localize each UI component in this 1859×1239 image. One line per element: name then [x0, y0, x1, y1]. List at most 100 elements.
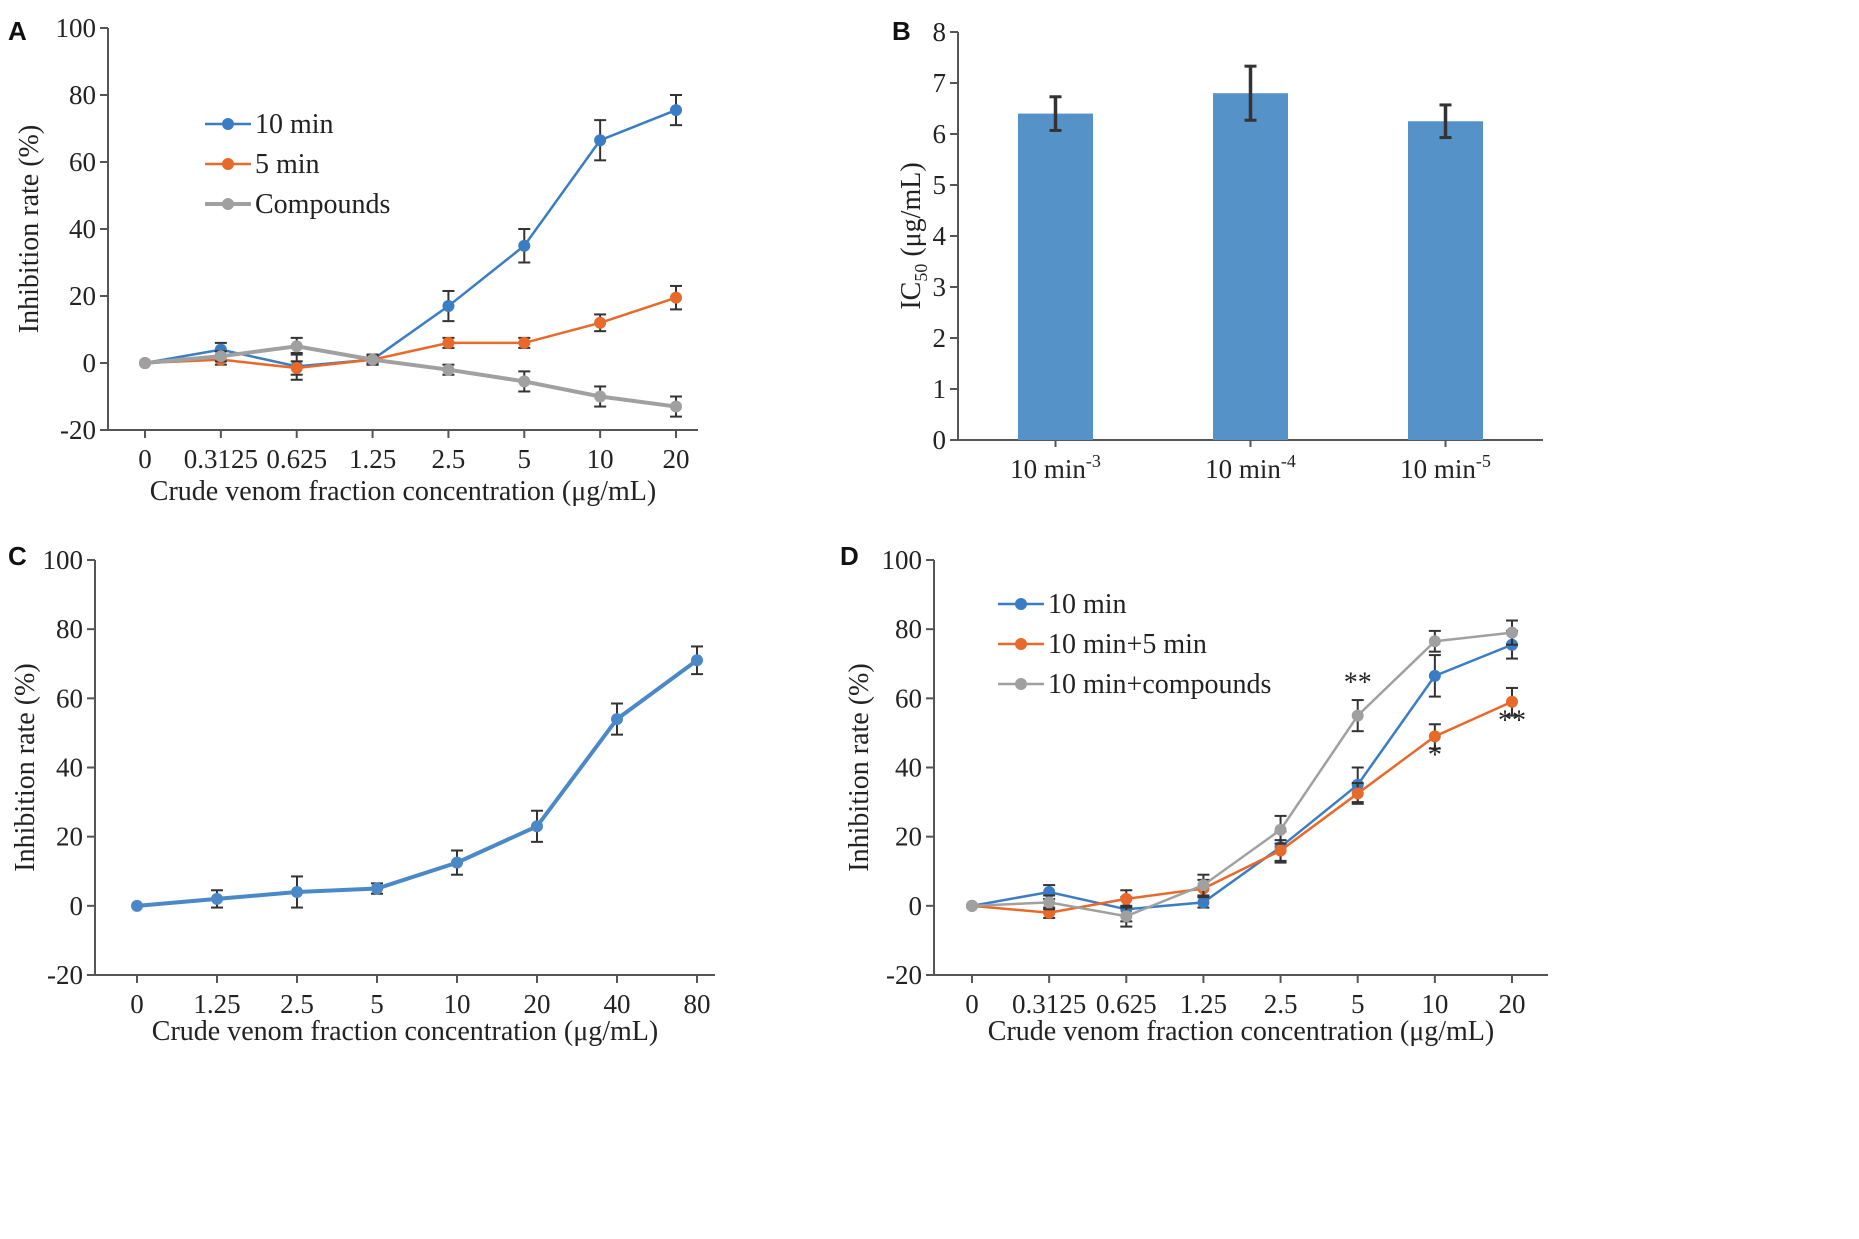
- data-point: [139, 357, 151, 369]
- series-line: [144, 108, 677, 368]
- panel-letter: D: [840, 541, 859, 571]
- y-axis-title: IC50 (μg/mL): [896, 162, 931, 309]
- data-point: [1351, 709, 1364, 722]
- x-tick-label: 10 min-3: [1010, 451, 1101, 484]
- legend-label: 10 min: [255, 109, 334, 140]
- y-tick-label: 0: [83, 348, 97, 378]
- x-tick-label: 10 min-5: [1400, 451, 1491, 484]
- data-point: [1197, 896, 1210, 909]
- data-point: [1428, 730, 1441, 743]
- legend-label: 10 min: [1048, 589, 1127, 620]
- y-tick-label: 40: [69, 214, 96, 244]
- significance-marker: **: [1498, 705, 1526, 736]
- legend-swatch-marker: [222, 118, 234, 130]
- legend-label: 5 min: [255, 149, 320, 180]
- data-point: [531, 820, 543, 833]
- x-axis-title: Crude venom fraction concentration (μg/m…: [152, 1016, 658, 1047]
- x-tick-label: 0.625: [266, 444, 327, 474]
- x-tick-label: 0: [138, 444, 152, 474]
- data-point: [442, 336, 455, 349]
- y-tick-label: 100: [882, 545, 923, 575]
- data-point: [442, 363, 455, 376]
- y-tick-label: 60: [895, 683, 922, 713]
- data-point: [670, 400, 682, 413]
- x-tick-label-exponent: -3: [1086, 451, 1101, 471]
- x-tick-label: 40: [604, 989, 631, 1019]
- x-axis-title: Crude venom fraction concentration (μg/m…: [988, 1016, 1494, 1047]
- data-point: [1274, 844, 1287, 857]
- data-point: [1351, 787, 1364, 800]
- x-tick-label: 0.625: [1096, 989, 1157, 1019]
- y-tick-label: 80: [69, 80, 96, 110]
- data-point: [518, 375, 531, 388]
- data-point: [1428, 635, 1441, 648]
- legend-swatch-marker: [222, 158, 234, 170]
- x-tick-label: 80: [684, 989, 711, 1019]
- data-point: [1043, 896, 1056, 909]
- panel-letter: C: [8, 541, 27, 571]
- legend-swatch-marker: [1015, 678, 1027, 690]
- x-tick-label: 2.5: [1264, 989, 1298, 1019]
- series-line: [971, 643, 1513, 911]
- data-point: [670, 291, 682, 304]
- y-tick-label: 20: [56, 822, 83, 852]
- panel-letter: B: [892, 16, 911, 46]
- data-point: [518, 336, 531, 349]
- data-point: [1274, 823, 1287, 836]
- x-axis-title: Crude venom fraction concentration (μg/m…: [150, 476, 656, 507]
- legend: 10 min 5 min Compounds: [205, 109, 390, 220]
- legend-label: 10 min+compounds: [1048, 669, 1271, 700]
- y-tick-label: 60: [69, 147, 96, 177]
- y-tick-label: 5: [933, 170, 947, 200]
- x-tick-label: 2.5: [432, 444, 466, 474]
- y-tick-label: 80: [56, 614, 83, 644]
- series-line: [144, 344, 677, 409]
- x-tick-label: 0: [130, 989, 144, 1019]
- x-tick-label: 1.25: [1180, 989, 1227, 1019]
- y-tick-label: 4: [933, 221, 947, 251]
- data-point: [691, 654, 703, 667]
- x-tick-label: 20: [1499, 989, 1526, 1019]
- series-line: [971, 631, 1513, 918]
- x-tick-label: 10 min-4: [1205, 451, 1296, 484]
- y-axis-title: Inhibition rate (%): [844, 663, 875, 871]
- y-axis-title-subscript: 50: [911, 264, 931, 282]
- data-point: [290, 362, 303, 375]
- data-point: [211, 892, 223, 905]
- data-point: [611, 713, 623, 726]
- y-tick-label: 8: [933, 17, 947, 47]
- bar: [1213, 93, 1288, 440]
- data-point: [594, 316, 607, 329]
- x-tick-label-exponent: -4: [1281, 451, 1296, 471]
- x-tick-label: 5: [518, 444, 532, 474]
- y-tick-label: 0: [70, 891, 84, 921]
- y-tick-label: 80: [895, 614, 922, 644]
- data-point: [1428, 669, 1441, 682]
- x-tick-label: 10: [587, 444, 614, 474]
- x-tick-label-exponent: -5: [1476, 451, 1491, 471]
- x-tick-label: 5: [370, 989, 384, 1019]
- data-point: [518, 239, 531, 252]
- data-point: [1120, 910, 1133, 923]
- y-axis-title: Inhibition rate (%): [14, 125, 45, 333]
- x-tick-label: 5: [1351, 989, 1365, 1019]
- x-tick-label-main: 10 min: [1400, 454, 1476, 484]
- legend-swatch-marker: [222, 198, 234, 210]
- data-point: [1197, 879, 1210, 892]
- y-tick-label: 7: [933, 68, 947, 98]
- bar: [1018, 113, 1093, 440]
- y-tick-label: 40: [895, 753, 922, 783]
- series-line: [136, 658, 699, 908]
- y-tick-label: -20: [47, 960, 83, 990]
- x-tick-label: 20: [663, 444, 690, 474]
- x-tick-label: 0.3125: [184, 444, 258, 474]
- series-line: [971, 700, 1513, 915]
- series-10-min+compounds: [966, 619, 1518, 928]
- y-tick-label: 3: [933, 272, 947, 302]
- x-tick-label-main: 10 min: [1205, 454, 1281, 484]
- x-tick-label: 0.3125: [1012, 989, 1086, 1019]
- y-tick-label: -20: [60, 415, 96, 445]
- data-point: [1506, 695, 1518, 708]
- legend: 10 min 10 min+5 min 10 min+compounds: [998, 589, 1271, 700]
